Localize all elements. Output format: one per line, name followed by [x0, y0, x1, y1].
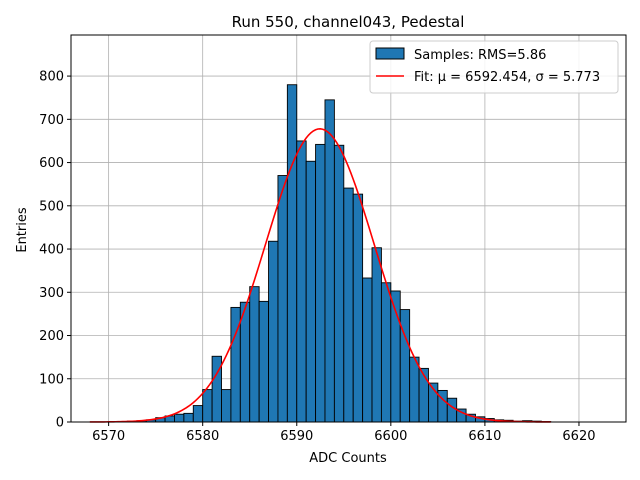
histogram-bar	[305, 160, 317, 423]
histogram-bar	[174, 413, 185, 423]
histogram-bar	[268, 240, 279, 423]
histogram-bar	[352, 193, 364, 423]
histogram-bar	[380, 282, 392, 423]
histogram-bar	[315, 143, 326, 423]
histogram-bar	[324, 99, 335, 423]
x-tick-label: 6570	[92, 429, 125, 444]
x-tick-label: 6580	[186, 429, 219, 444]
x-tick-label: 6590	[280, 429, 313, 444]
histogram-bar	[446, 397, 458, 423]
y-tick-label: 100	[39, 372, 64, 387]
x-tick-label: 6610	[468, 429, 501, 444]
histogram-bar	[258, 300, 269, 423]
histogram-bar	[409, 356, 420, 423]
legend: Samples: RMS=5.86 Fit: μ = 6592.454, σ =…	[369, 40, 619, 94]
y-tick-label: 800	[39, 70, 64, 85]
x-tick-label: 6620	[562, 429, 595, 444]
histogram-bar	[296, 140, 307, 423]
y-tick-label: 200	[39, 329, 64, 344]
y-tick-label: 600	[39, 156, 64, 171]
chart-title: Run 550, channel043, Pedestal	[232, 13, 465, 31]
y-tick-label: 0	[56, 416, 64, 431]
plot-frame	[70, 34, 627, 423]
x-axis-ticks: 6570 6580 6590 6600 6610 6620	[92, 422, 596, 444]
gaussian-fit-curve	[89, 128, 551, 423]
histogram-bar	[371, 247, 382, 423]
histogram-bar	[277, 175, 288, 423]
x-axis-label: ADC Counts	[309, 451, 387, 466]
histogram-bar	[362, 277, 373, 423]
histogram-bar	[249, 286, 260, 423]
histogram-bar	[202, 389, 213, 423]
legend-histogram-label: Samples: RMS=5.86	[414, 48, 546, 63]
histogram-bar	[286, 84, 298, 423]
histogram-bar	[333, 144, 345, 423]
legend-fit-label: Fit: μ = 6592.454, σ = 5.773	[414, 70, 600, 85]
histogram-bar	[343, 187, 354, 423]
y-tick-label: 700	[39, 113, 64, 128]
histogram-bar	[239, 301, 251, 423]
histogram-bar	[183, 412, 194, 423]
x-tick-label: 6600	[374, 429, 407, 444]
y-axis-label: Entries	[15, 207, 30, 253]
y-tick-label: 400	[39, 243, 64, 258]
histogram-bar	[221, 389, 232, 423]
histogram-bars	[117, 84, 552, 423]
legend-box	[369, 40, 619, 94]
y-axis-ticks: 0 100 200 300 400 500 600 700 800	[39, 70, 71, 431]
legend-histogram-swatch	[375, 47, 405, 60]
y-tick-label: 300	[39, 286, 64, 301]
grid-lines	[71, 35, 626, 423]
histogram-bar	[192, 405, 204, 423]
y-tick-label: 500	[39, 199, 64, 214]
